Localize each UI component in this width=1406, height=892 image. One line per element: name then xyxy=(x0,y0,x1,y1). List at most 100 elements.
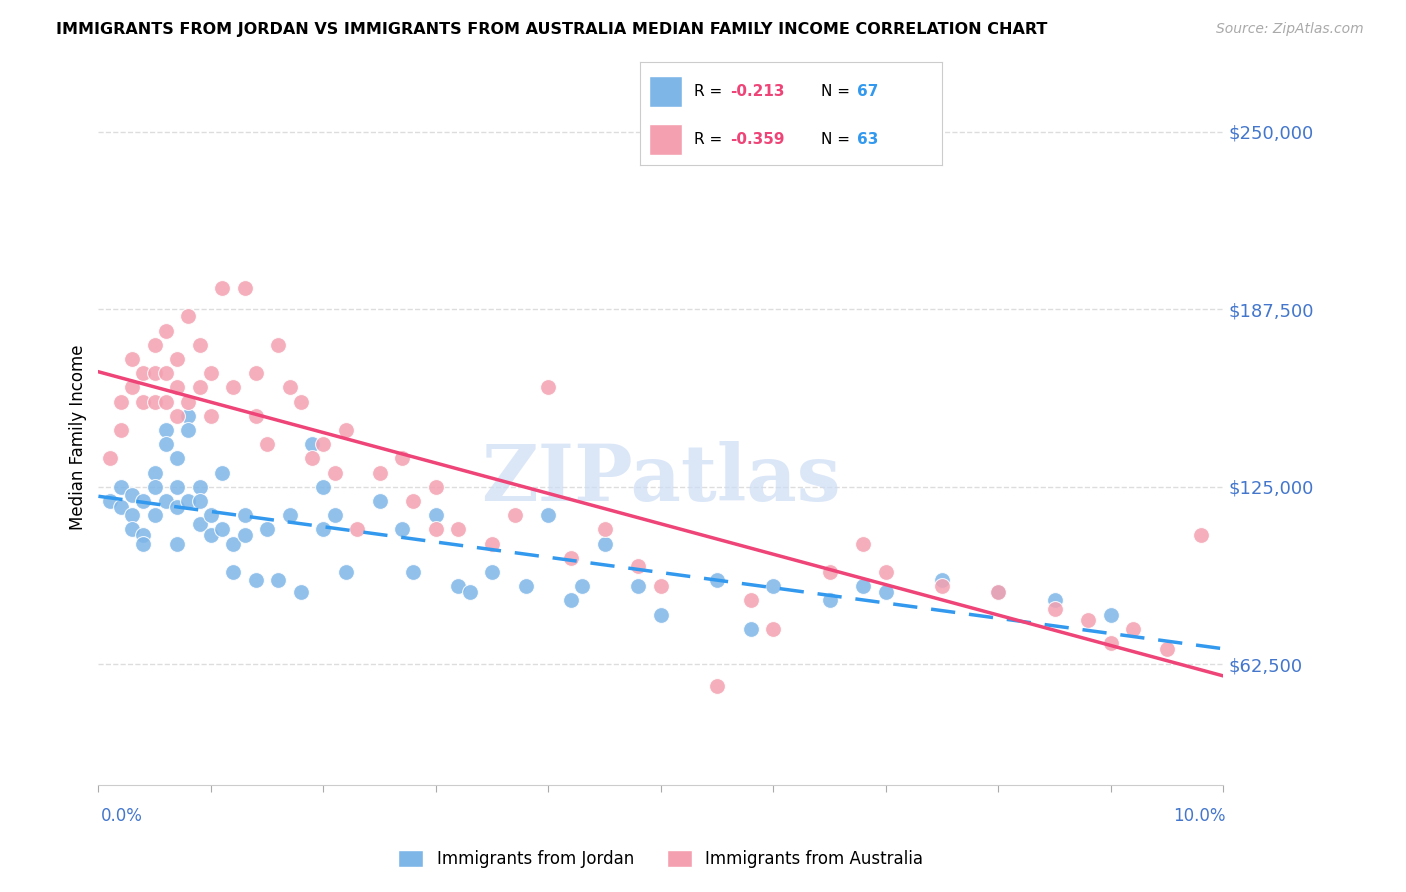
Point xyxy=(121,522,143,536)
Point xyxy=(987,585,1010,599)
Point xyxy=(391,451,413,466)
Point xyxy=(132,394,155,409)
Point xyxy=(200,409,222,423)
Point xyxy=(188,380,211,394)
Point xyxy=(278,380,301,394)
Point xyxy=(233,528,256,542)
Point xyxy=(166,451,188,466)
Point xyxy=(875,565,897,579)
Point xyxy=(425,508,447,523)
Point xyxy=(143,366,166,380)
Point xyxy=(166,409,188,423)
Point xyxy=(537,508,560,523)
Point xyxy=(143,466,166,480)
Point xyxy=(762,622,785,636)
Point xyxy=(323,508,346,523)
Point xyxy=(560,593,582,607)
Point xyxy=(155,494,177,508)
Point xyxy=(155,437,177,451)
Point xyxy=(740,622,762,636)
Point xyxy=(447,522,470,536)
Point xyxy=(256,437,278,451)
Point xyxy=(593,536,616,550)
Point xyxy=(166,500,188,514)
Point xyxy=(143,394,166,409)
Text: 10.0%: 10.0% xyxy=(1174,807,1226,825)
Point xyxy=(200,528,222,542)
Point xyxy=(1043,593,1066,607)
Point xyxy=(931,574,953,588)
Point xyxy=(110,394,132,409)
Point xyxy=(166,536,188,550)
Point xyxy=(110,500,132,514)
Point xyxy=(447,579,470,593)
Point xyxy=(245,366,267,380)
Point xyxy=(1156,641,1178,656)
Text: N =: N = xyxy=(821,84,855,99)
Point xyxy=(177,310,200,324)
Text: -0.359: -0.359 xyxy=(731,132,785,147)
Point xyxy=(391,522,413,536)
Point xyxy=(818,565,841,579)
Point xyxy=(650,607,672,622)
Point xyxy=(875,585,897,599)
Point xyxy=(155,394,177,409)
Point xyxy=(155,324,177,338)
Point xyxy=(650,579,672,593)
Point xyxy=(121,508,143,523)
Point xyxy=(177,394,200,409)
Point xyxy=(481,536,503,550)
Point xyxy=(987,585,1010,599)
Point xyxy=(762,579,785,593)
Point xyxy=(200,366,222,380)
Point xyxy=(245,574,267,588)
Point xyxy=(852,579,875,593)
Point xyxy=(278,508,301,523)
Point xyxy=(503,508,526,523)
Point xyxy=(1189,528,1212,542)
Point xyxy=(1099,636,1122,650)
Point xyxy=(312,522,335,536)
Point xyxy=(233,281,256,295)
Point xyxy=(290,394,312,409)
Point xyxy=(98,451,121,466)
Point xyxy=(110,423,132,437)
Point xyxy=(346,522,368,536)
Point xyxy=(312,480,335,494)
Point xyxy=(188,338,211,352)
Point xyxy=(537,380,560,394)
Text: IMMIGRANTS FROM JORDAN VS IMMIGRANTS FROM AUSTRALIA MEDIAN FAMILY INCOME CORRELA: IMMIGRANTS FROM JORDAN VS IMMIGRANTS FRO… xyxy=(56,22,1047,37)
Point xyxy=(177,409,200,423)
Point xyxy=(132,366,155,380)
Point xyxy=(368,494,391,508)
Point xyxy=(188,494,211,508)
Point xyxy=(256,522,278,536)
Text: 0.0%: 0.0% xyxy=(101,807,143,825)
Point xyxy=(143,338,166,352)
Point xyxy=(1122,622,1144,636)
Point xyxy=(818,593,841,607)
Point xyxy=(132,528,155,542)
Point xyxy=(110,480,132,494)
Point xyxy=(571,579,593,593)
Point xyxy=(301,437,323,451)
Point xyxy=(368,466,391,480)
Point xyxy=(211,522,233,536)
Point xyxy=(132,494,155,508)
Text: 63: 63 xyxy=(858,132,879,147)
Point xyxy=(166,480,188,494)
Y-axis label: Median Family Income: Median Family Income xyxy=(69,344,87,530)
Point xyxy=(155,423,177,437)
Point xyxy=(222,380,245,394)
Point xyxy=(335,423,357,437)
Text: 67: 67 xyxy=(858,84,879,99)
Point xyxy=(627,579,650,593)
Point xyxy=(121,351,143,366)
Point xyxy=(931,579,953,593)
Point xyxy=(323,466,346,480)
Point xyxy=(98,494,121,508)
Point xyxy=(177,423,200,437)
Point xyxy=(188,516,211,531)
Point xyxy=(312,437,335,451)
Point xyxy=(627,559,650,574)
